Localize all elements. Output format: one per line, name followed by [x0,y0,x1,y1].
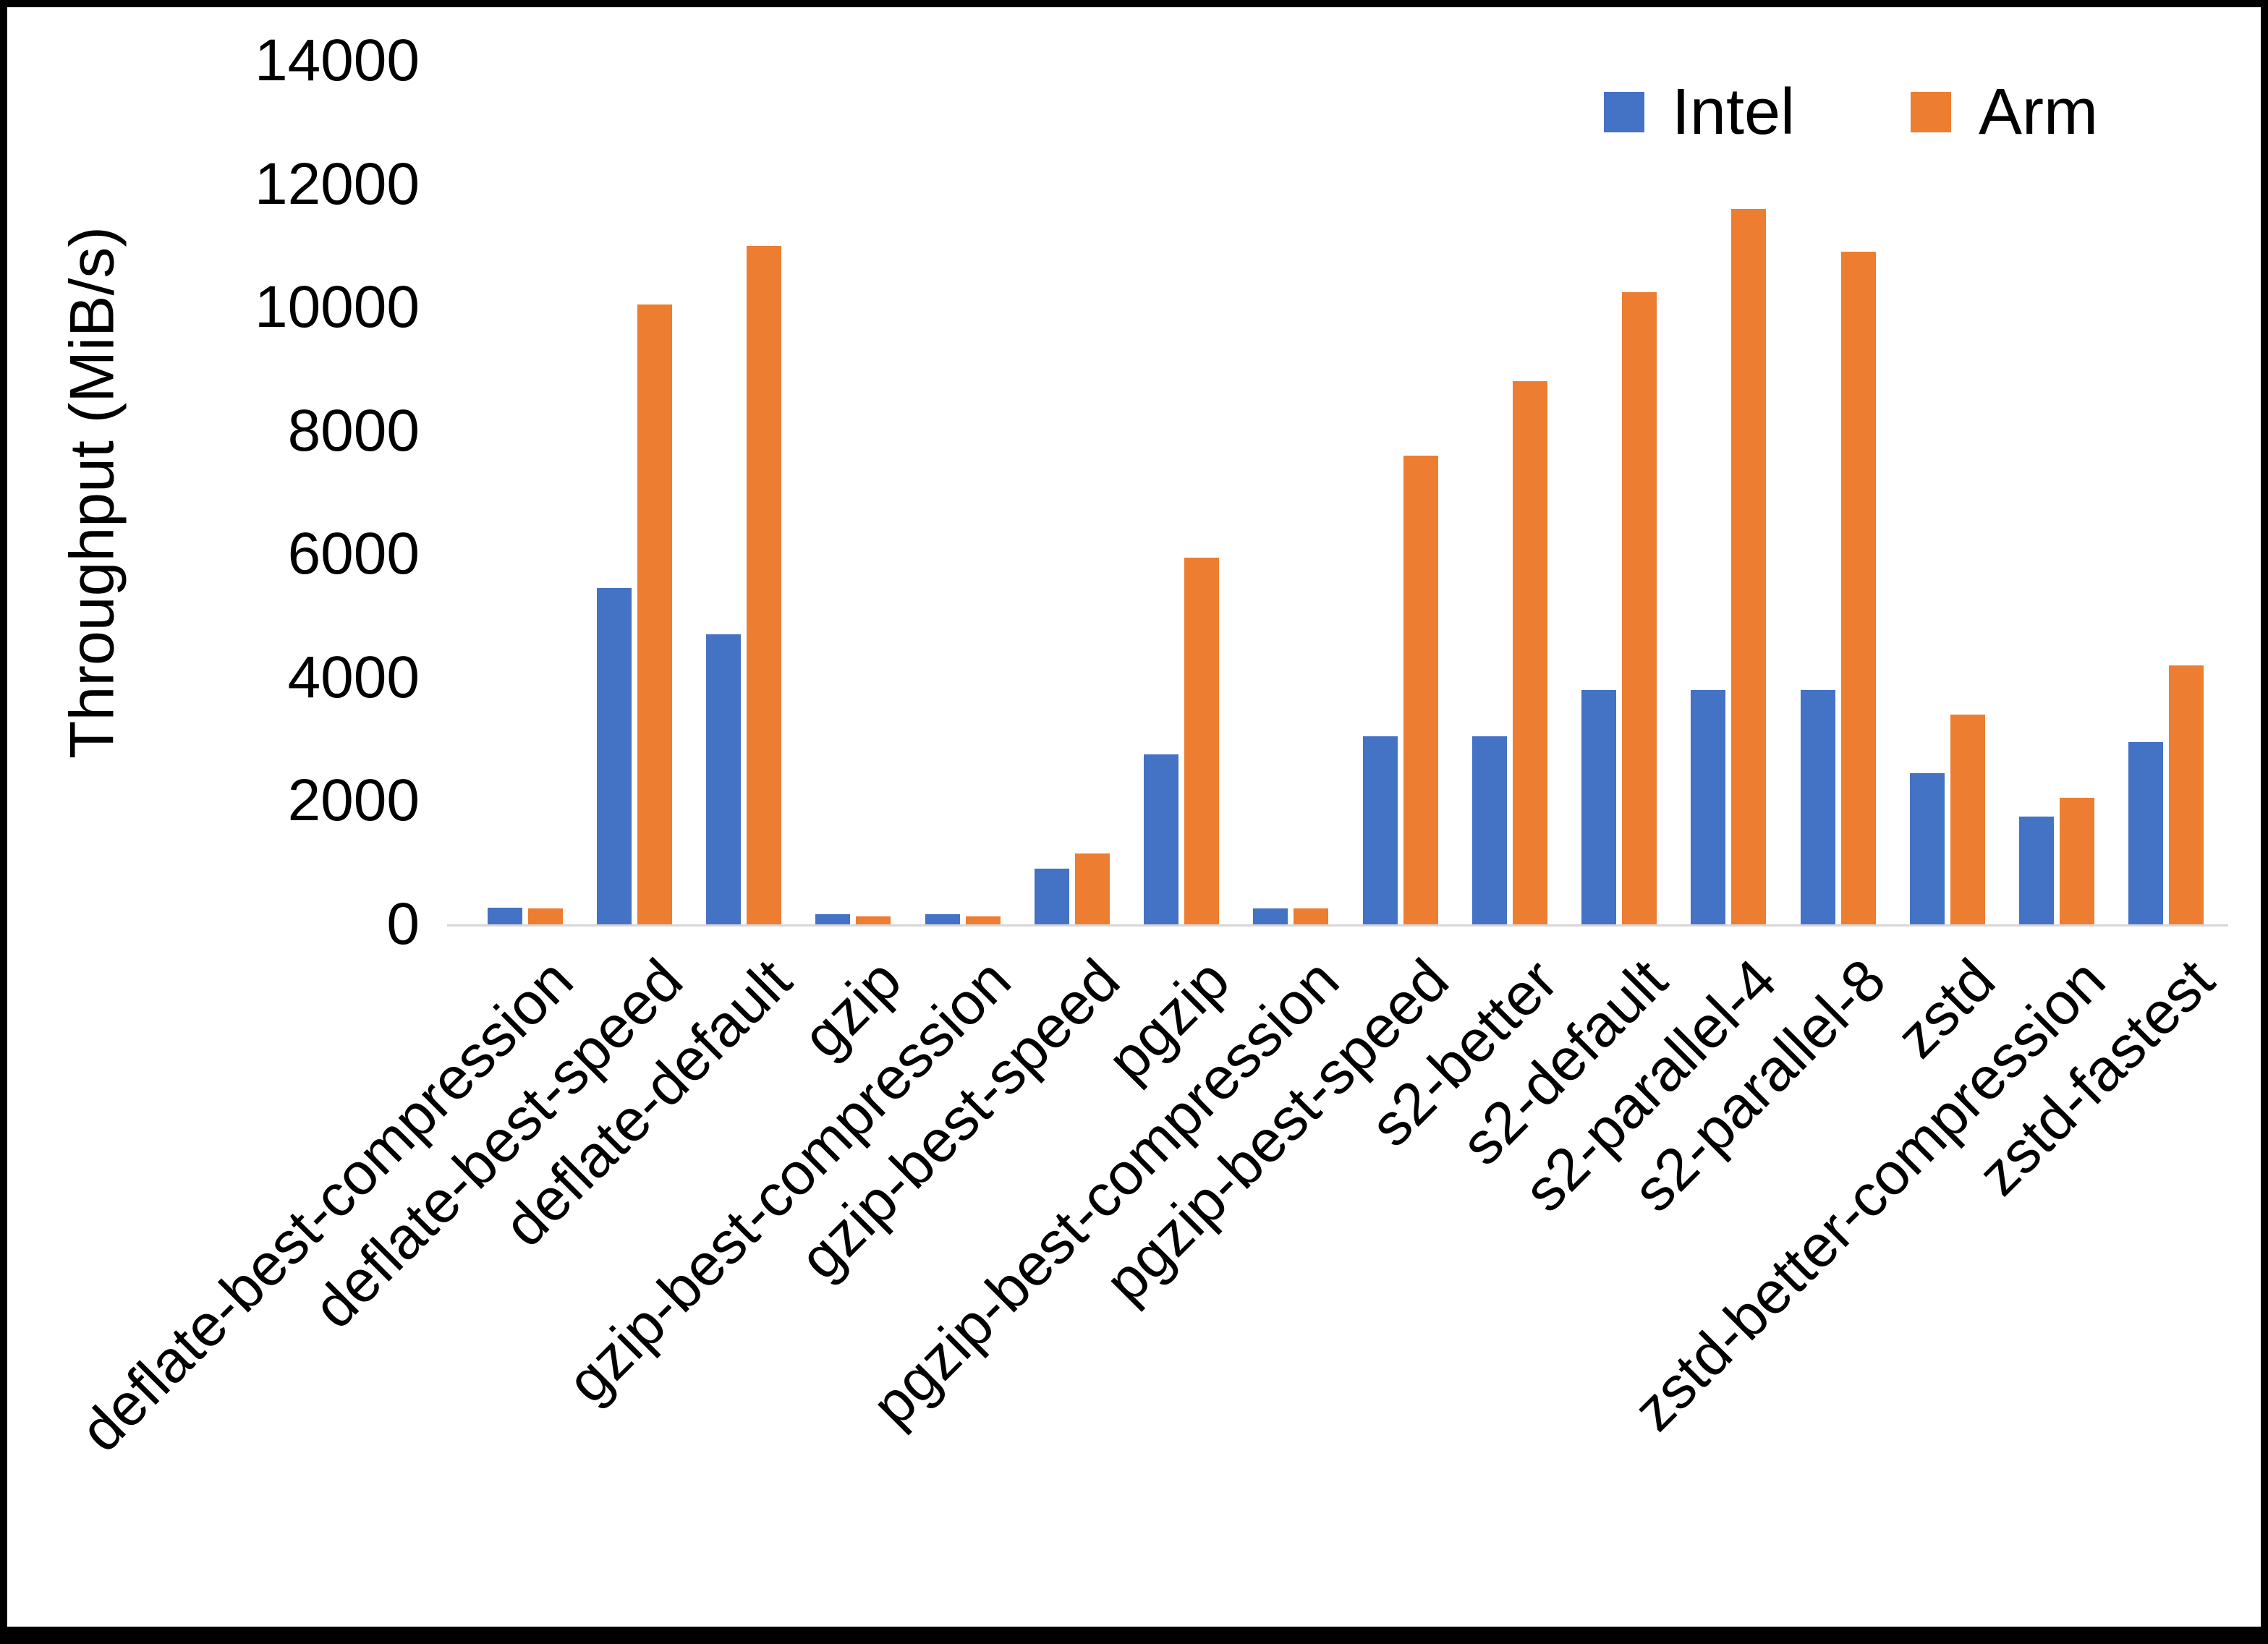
bar-arm-zstd-fastest [2169,665,2204,924]
bar-group-s2-parallel-8 [1783,61,1893,924]
y-tick-label-0: 0 [386,891,420,957]
bar-intel-deflate-default [706,634,742,924]
y-tick-label-14000: 14000 [254,27,420,93]
bar-arm-s2-default [1622,292,1657,924]
bar-arm-gzip-best-speed [1074,853,1110,924]
bar-intel-pgzip [1144,754,1179,924]
bar-group-deflate-best-compression [470,61,579,924]
y-tick-label-12000: 12000 [254,150,420,217]
x-axis-line [447,924,2228,927]
bar-group-deflate-best-speed [579,61,689,924]
bar-arm-deflate-default [747,246,782,924]
bar-arm-deflate-best-compression [527,908,563,924]
y-axis-tick-labels: 0 2000 4000 6000 8000 10000 12000 14000 [137,31,420,954]
bar-intel-zstd [1909,773,1945,924]
bar-group-zstd-better-compression [2002,61,2112,924]
legend: Intel Arm [1603,76,2098,148]
intel-series-swatch-icon [1603,92,1644,132]
bar-intel-deflate-best-compression [487,908,522,924]
legend-item-intel: Intel [1603,76,1796,148]
bar-arm-zstd-better-compression [2060,798,2095,924]
bar-group-zstd-fastest [2112,61,2221,924]
bar-intel-s2-default [1581,690,1617,924]
bar-group-deflate-default [689,61,799,924]
bar-intel-zstd-fastest [2128,742,2164,924]
y-tick-label-4000: 4000 [287,644,420,710]
bar-intel-deflate-best-speed [596,588,632,924]
y-axis-title-text: Throughput (MiB/s) [57,226,127,759]
bar-intel-s2-parallel-4 [1691,690,1726,924]
bar-group-zstd [1893,61,2002,924]
legend-label-arm: Arm [1979,76,2098,148]
bar-group-s2-parallel-4 [1674,61,1783,924]
bar-intel-gzip-best-speed [1034,869,1069,924]
bar-arm-pgzip-best-speed [1403,456,1438,924]
bar-arm-s2-parallel-4 [1731,209,1767,924]
bar-arm-deflate-best-speed [637,304,672,924]
y-tick-label-8000: 8000 [287,397,420,464]
bar-arm-s2-better [1512,381,1547,924]
bar-intel-pgzip-best-speed [1362,736,1398,924]
bar-arm-zstd [1950,715,1985,924]
plot-area [470,61,2221,924]
legend-item-arm: Arm [1911,80,2098,145]
bar-group-gzip [799,61,908,924]
y-tick-label-2000: 2000 [287,767,420,834]
y-tick-label-6000: 6000 [287,521,420,587]
bar-arm-pgzip-best-compression [1294,908,1329,924]
y-tick-label-10000: 10000 [254,274,420,341]
bar-group-gzip-best-compression [908,61,1017,924]
bar-intel-s2-better [1471,736,1507,924]
bar-group-s2-default [1565,61,1674,924]
arm-series-swatch-icon [1911,92,1952,132]
bar-intel-pgzip-best-compression [1253,908,1288,924]
bar-arm-s2-parallel-8 [1840,252,1876,924]
bar-intel-zstd-better-compression [2019,817,2055,924]
bar-intel-gzip-best-compression [925,914,960,924]
bar-group-s2-better [1455,61,1564,924]
legend-label-intel: Intel [1671,76,1796,148]
bar-group-pgzip [1127,61,1236,924]
bar-group-gzip-best-speed [1017,61,1126,924]
bar-arm-gzip [856,916,891,924]
bar-arm-pgzip [1184,558,1220,924]
bar-group-pgzip-best-compression [1236,61,1346,924]
bar-intel-s2-parallel-8 [1800,690,1835,924]
bar-group-pgzip-best-speed [1346,61,1455,924]
bar-intel-gzip [815,914,851,924]
bar-arm-gzip-best-compression [965,916,1001,924]
